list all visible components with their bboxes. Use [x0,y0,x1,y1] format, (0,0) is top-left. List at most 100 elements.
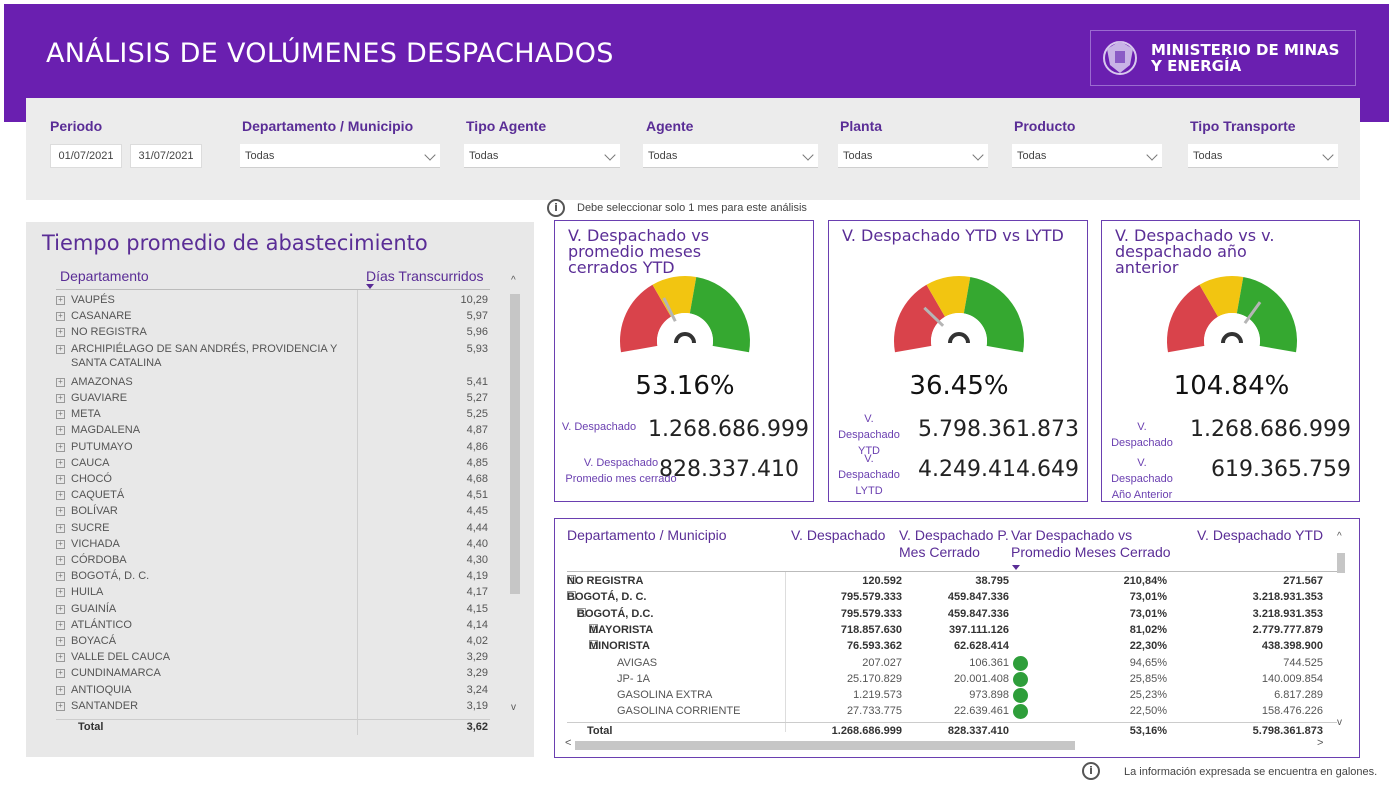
days-value: 5,27 [466,392,488,404]
table-row[interactable]: + MAYORISTA 718.857.630 397.111.126 81,02% 2.… [567,623,1337,640]
expand-icon[interactable]: + [56,296,65,305]
expand-icon[interactable]: + [56,523,65,533]
cell-ytd: 158.476.226 [1261,705,1323,718]
expand-icon[interactable]: + [56,539,65,549]
collapse-icon[interactable]: - [567,591,576,601]
list-item[interactable]: + CAUCA 4,85 [56,457,496,473]
table-row[interactable]: - BOGOTÁ, D. C. 795.579.333 459.847.336 73,0… [567,591,1337,607]
list-item[interactable]: + ATLÁNTICO 4,14 [56,619,496,635]
horizontal-scrollbar[interactable] [575,741,1075,750]
list-item[interactable]: + GUAINÍA 4,15 [56,603,496,619]
table-row[interactable]: GASOLINA EXTRA 1.219.573 973.898 25,23% 6.81… [567,688,1337,705]
expand-icon[interactable]: + [56,458,65,468]
expand-icon[interactable]: + [56,377,65,387]
expand-icon[interactable]: + [589,623,598,633]
table-row[interactable]: - BOGOTÁ, D.C. 795.579.333 459.847.336 73,01… [567,607,1337,624]
expand-icon[interactable]: + [567,575,576,584]
list-item[interactable]: + VAUPÉS 10,29 [56,294,496,310]
col-header-v-despachado[interactable]: V. Despachado [791,527,886,543]
days-value: 5,96 [466,326,488,339]
expand-icon[interactable]: + [56,328,65,338]
cell-ytd: 6.817.289 [1274,689,1323,702]
dept-name: HUILA [71,586,104,599]
list-item[interactable]: + ANTIOQUIA 3,24 [56,684,496,700]
list-item[interactable]: + PUTUMAYO 4,86 [56,441,496,457]
expand-icon[interactable]: + [56,572,65,582]
col-header-var-despachado[interactable]: Var Despachado vs Promedio Meses Cerrado [1011,527,1171,560]
list-item[interactable]: + CÓRDOBA 4,30 [56,554,496,570]
list-item[interactable]: + BOGOTÁ, D. C. 4,19 [56,570,496,586]
filter-label-departamento: Departamento / Municipio [242,118,414,134]
expand-icon[interactable]: + [56,653,65,663]
list-item[interactable]: + CUNDINAMARCA 3,29 [56,667,496,683]
list-item[interactable]: + VICHADA 4,40 [56,538,496,554]
row-name: MINORISTA [589,640,650,653]
list-item[interactable]: + HUILA 4,17 [56,586,496,602]
list-item[interactable]: + SUCRE 4,44 [56,522,496,538]
list-item[interactable]: + AMAZONAS 5,41 [56,376,496,392]
expand-icon[interactable]: + [56,637,65,646]
list-item[interactable]: + VALLE DEL CAUCA 3,29 [56,651,496,667]
expand-icon[interactable]: + [56,312,65,322]
expand-icon[interactable]: + [56,669,65,679]
expand-icon[interactable]: + [56,344,65,354]
table-row[interactable]: + NO REGISTRA 120.592 38.795 210,84% 271.567 [567,575,1337,591]
scroll-up-icon[interactable]: ^ [511,275,516,286]
expand-icon[interactable]: + [56,491,65,501]
expand-icon[interactable]: + [56,426,65,436]
list-item[interactable]: + GUAVIARE 5,27 [56,392,496,408]
departamento-select[interactable]: Todas [240,144,440,168]
planta-select[interactable]: Todas [838,144,988,168]
list-item[interactable]: + META 5,25 [56,408,496,424]
expand-icon[interactable]: + [56,556,65,565]
start-date-input[interactable]: 01/07/2021 [50,144,122,168]
scroll-down-icon[interactable]: v [511,702,516,713]
tipo-agente-select[interactable]: Todas [464,144,620,168]
end-date-input[interactable]: 31/07/2021 [130,144,202,168]
expand-icon[interactable]: + [56,701,65,711]
list-item[interactable]: + CASANARE 5,97 [56,310,496,326]
expand-icon[interactable]: + [56,410,65,420]
scroll-right-icon[interactable]: > [1317,737,1324,749]
table-row[interactable]: GASOLINA CORRIENTE 27.733.775 22.639.461 22… [567,704,1337,721]
expand-icon[interactable]: + [56,394,65,403]
list-item[interactable]: + BOLÍVAR 4,45 [56,505,496,521]
scroll-left-icon[interactable]: < [565,737,572,749]
list-item[interactable]: + ARCHIPIÉLAGO DE SAN ANDRÉS, PROVIDENCIA… [56,343,496,376]
table-row[interactable]: JP- 1A 25.170.829 20.001.408 25,85% 140.009.… [567,671,1337,689]
scroll-down-icon[interactable]: v [1337,717,1342,728]
scroll-up-icon[interactable]: ^ [1337,531,1342,542]
producto-select[interactable]: Todas [1012,144,1162,168]
list-item[interactable]: + NO REGISTRA 5,96 [56,326,496,342]
expand-icon[interactable]: + [56,620,65,630]
tipo-transporte-select[interactable]: Todas [1188,144,1338,168]
tipo-transporte-value: Todas [1193,150,1223,162]
expand-icon[interactable]: + [56,685,65,695]
expand-icon[interactable]: + [56,507,65,517]
col-header-departamento[interactable]: Departamento [60,268,149,284]
expand-icon[interactable]: + [56,442,65,452]
gauge-title: V. Despachado YTD vs LYTD [842,226,1064,245]
list-item[interactable]: + BOYACÁ 4,02 [56,635,496,651]
sort-desc-icon [366,284,374,289]
list-item[interactable]: + CHOCÓ 4,68 [56,473,496,489]
scrollbar-thumb[interactable] [510,294,520,594]
list-item[interactable]: + SANTANDER 3,19 [56,700,496,716]
col-header-departamento-municipio[interactable]: Departamento / Municipio [567,527,727,543]
expand-icon[interactable]: + [56,604,65,614]
collapse-icon[interactable]: - [577,607,586,617]
col-header-p-mes-cerrado[interactable]: V. Despachado P. Mes Cerrado [899,527,1009,560]
expand-icon[interactable]: + [56,475,65,484]
table-row[interactable]: - MINORISTA 76.593.362 62.628.414 22,30% 438.… [567,640,1337,656]
dept-name: NO REGISTRA [71,326,147,339]
vertical-scrollbar[interactable] [1337,553,1345,573]
table-row[interactable]: AVIGAS 207.027 106.361 94,65% 744.525 [567,655,1337,673]
agente-select[interactable]: Todas [643,144,818,168]
ministry-name: MINISTERIO DE MINAS Y ENERGÍA [1151,41,1340,75]
list-item[interactable]: + MAGDALENA 4,87 [56,424,496,440]
col-header-ytd[interactable]: V. Despachado YTD [1197,527,1324,543]
col-header-dias[interactable]: Días Transcurridos [366,268,484,284]
expand-icon[interactable]: + [56,588,65,598]
collapse-icon[interactable]: - [589,640,598,650]
list-item[interactable]: + CAQUETÁ 4,51 [56,489,496,505]
